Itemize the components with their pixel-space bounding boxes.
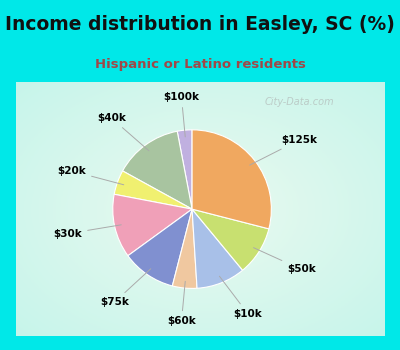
Text: Hispanic or Latino residents: Hispanic or Latino residents (94, 58, 306, 71)
Wedge shape (177, 130, 192, 209)
Wedge shape (192, 209, 269, 270)
Wedge shape (192, 130, 271, 229)
Text: $50k: $50k (254, 248, 316, 274)
Wedge shape (114, 171, 192, 209)
Text: $100k: $100k (164, 92, 200, 137)
Text: $75k: $75k (100, 269, 151, 307)
Text: $20k: $20k (57, 166, 124, 185)
Wedge shape (128, 209, 192, 286)
Wedge shape (113, 194, 192, 256)
Text: $30k: $30k (54, 225, 121, 239)
Text: $60k: $60k (167, 281, 196, 326)
Text: City-Data.com: City-Data.com (264, 97, 334, 107)
Text: $125k: $125k (250, 135, 317, 165)
Wedge shape (192, 209, 243, 288)
Wedge shape (122, 131, 192, 209)
Text: $40k: $40k (97, 113, 149, 151)
Wedge shape (172, 209, 197, 288)
Text: Income distribution in Easley, SC (%): Income distribution in Easley, SC (%) (5, 15, 395, 34)
Text: $10k: $10k (220, 276, 262, 319)
